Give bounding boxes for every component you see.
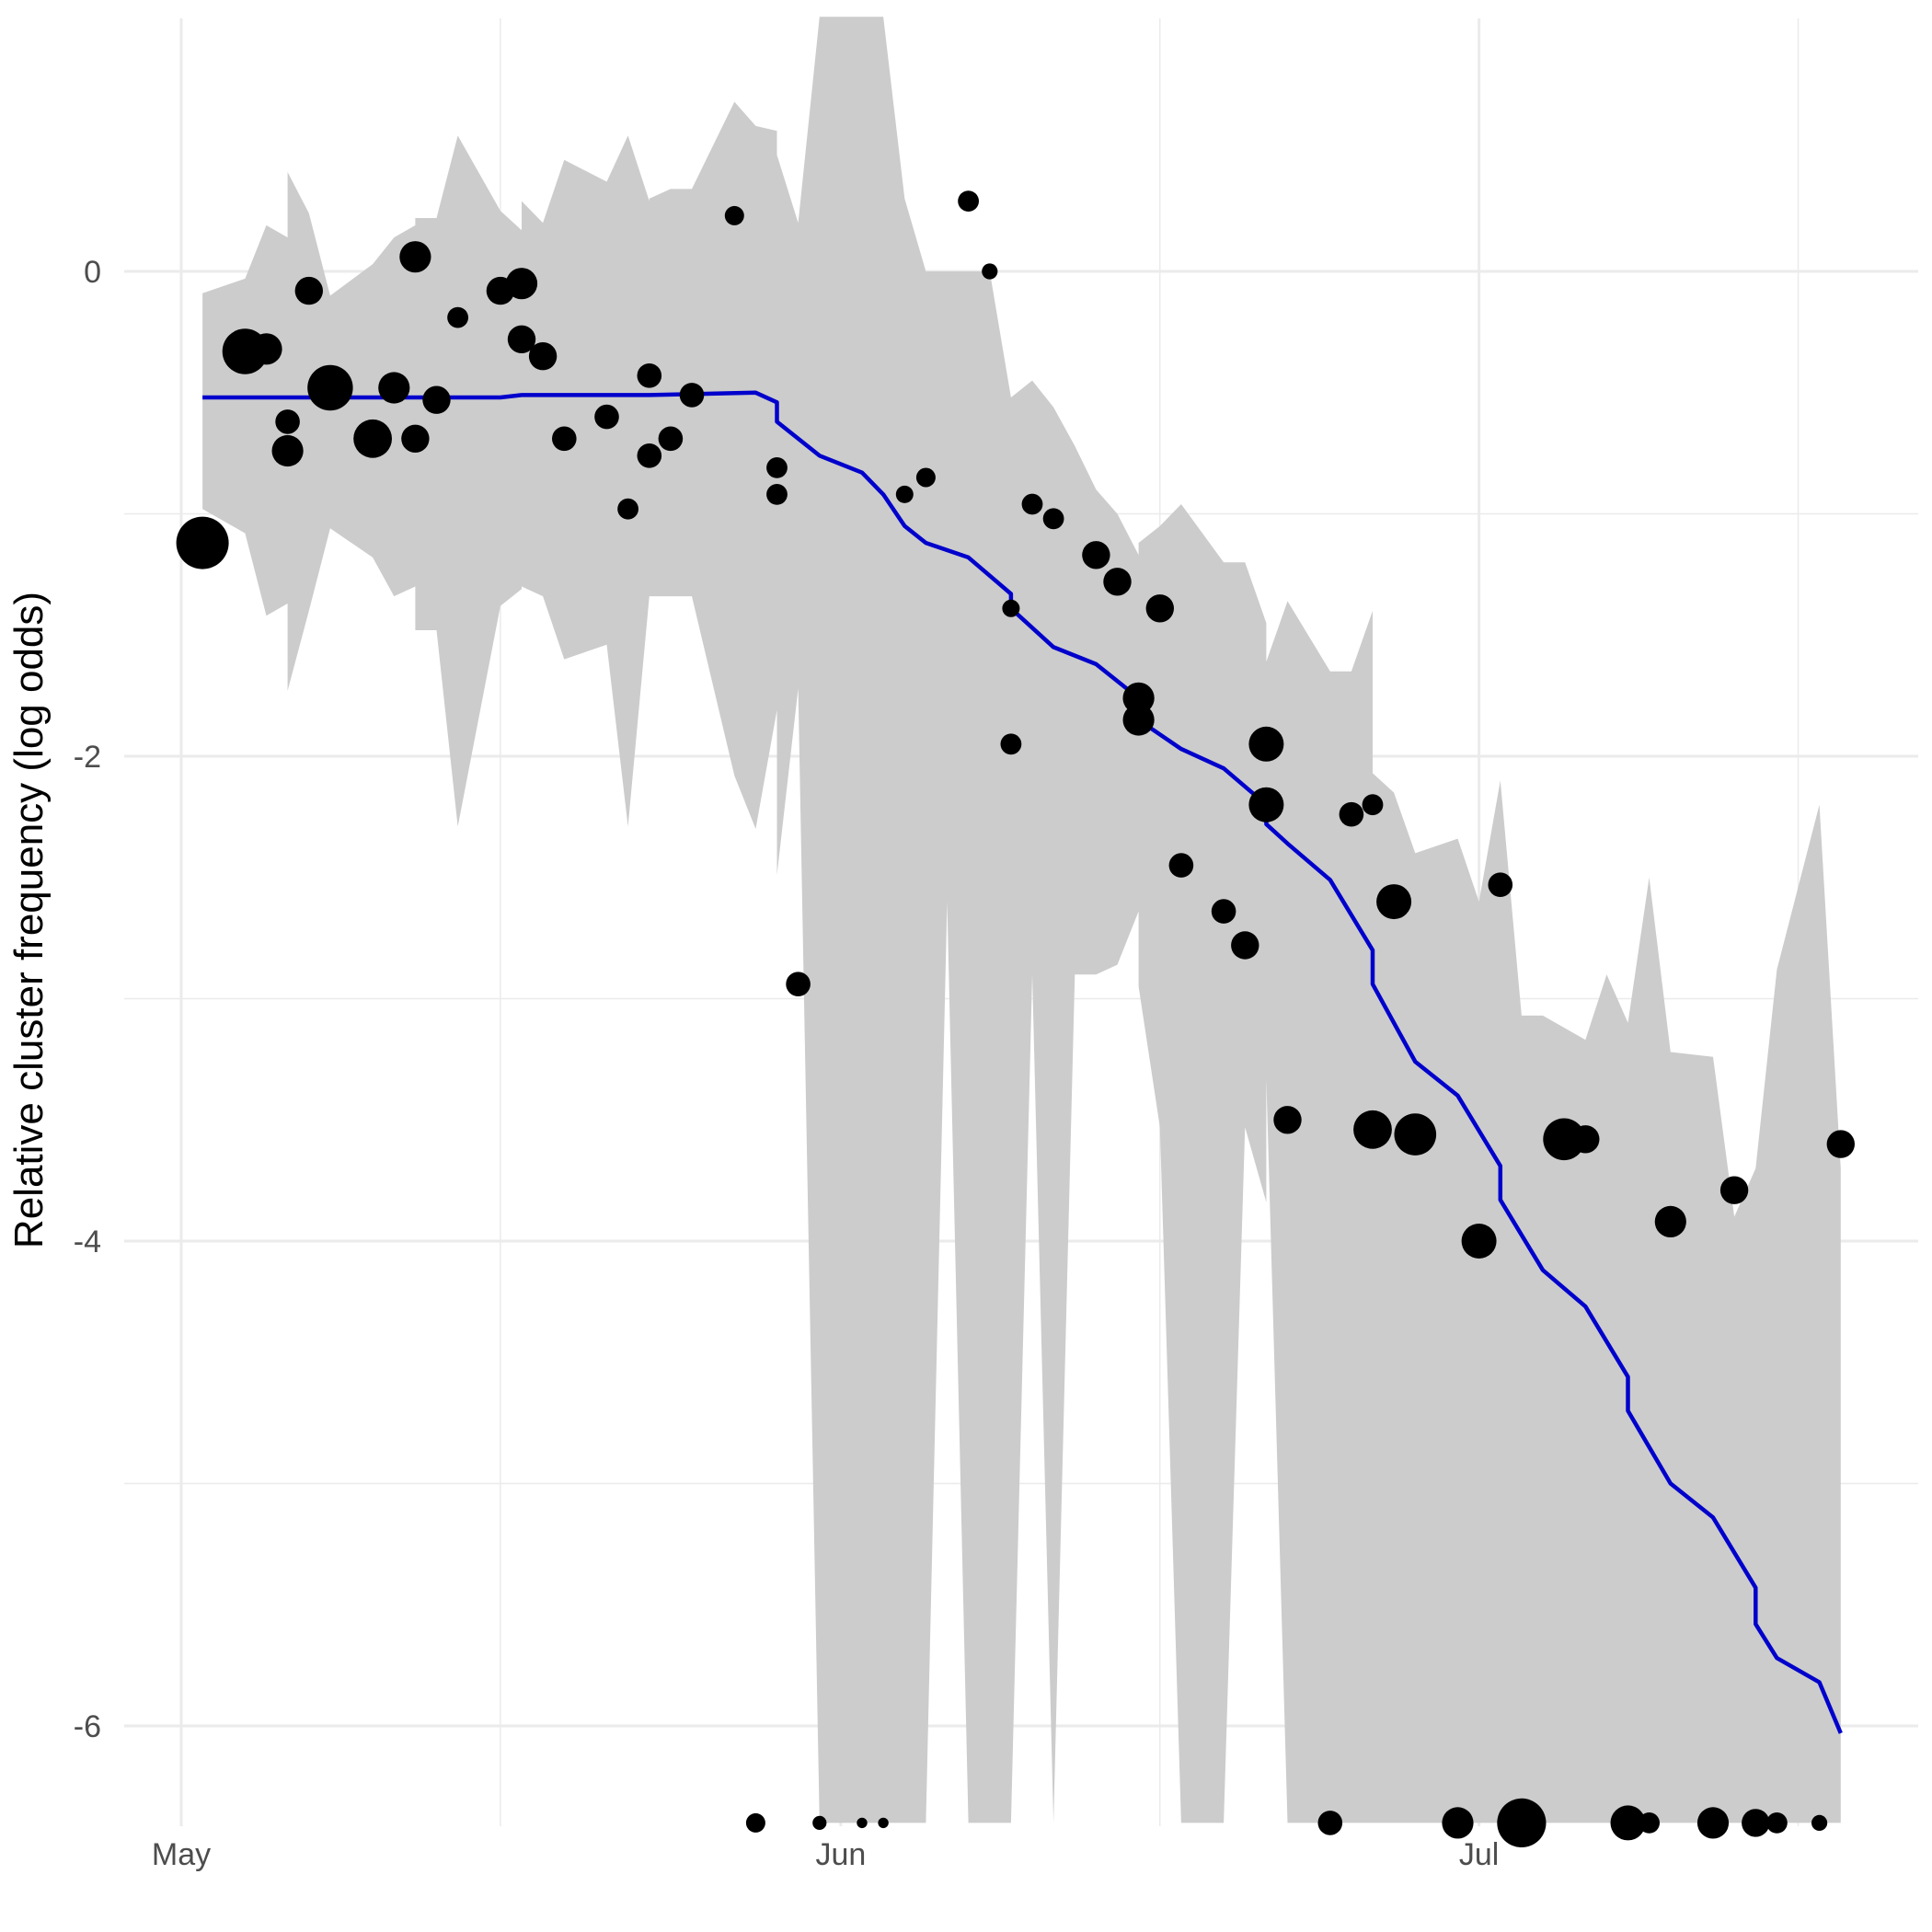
data-point [1719,1176,1749,1204]
data-point [399,241,431,273]
data-point [507,325,536,353]
data-point [895,485,914,503]
data-point [447,306,468,328]
data-point [1317,1811,1343,1835]
data-point [1145,594,1175,623]
data-point [1766,1812,1788,1834]
data-point [617,498,638,520]
data-point [1497,1798,1547,1847]
points-layer [176,190,1856,1847]
x-tick-label: Jul [1459,1837,1499,1872]
data-point [1543,1118,1585,1161]
x-tick-label: Jun [815,1837,866,1872]
data-point [1488,872,1513,897]
data-point [505,268,538,300]
data-point [1742,1809,1770,1837]
data-point [271,434,304,467]
data-point [1002,599,1020,617]
x-tick-label: May [152,1837,211,1872]
data-point [594,404,619,430]
data-point [958,190,979,213]
y-tick-label: -2 [74,740,101,775]
data-point [915,467,936,488]
data-point [1211,899,1236,924]
data-point [1231,931,1259,960]
data-point [1273,1106,1302,1134]
data-point [878,1817,889,1829]
data-point [1248,787,1284,822]
data-point [1122,704,1155,736]
trend-line-layer [202,390,1843,1734]
data-point [1082,541,1110,569]
data-point [1021,493,1043,515]
data-point [1654,1205,1686,1237]
data-point [275,409,300,434]
data-point [378,372,410,404]
data-point [1042,508,1064,530]
data-point [1376,884,1412,920]
confidence-ribbon-layer [202,17,1841,1823]
data-point [422,385,451,414]
data-point [1122,682,1155,714]
data-point [307,364,353,411]
data-point [401,424,430,453]
data-point [1362,794,1384,816]
data-point [552,426,577,452]
data-point [1248,726,1284,762]
data-point [637,443,662,468]
data-point [1168,853,1194,878]
data-point [637,363,662,388]
data-point [766,484,788,505]
data-point [1000,733,1022,755]
data-point [766,457,788,478]
x-tick-labels: May Jun Jul [152,1837,1499,1872]
data-point [176,516,229,569]
trend-line [202,390,1843,1734]
data-point [724,205,744,225]
data-point [528,342,558,371]
data-point [1639,1812,1660,1834]
data-point [1571,1125,1600,1154]
y-tick-label: -6 [74,1709,101,1744]
data-point [1610,1805,1646,1841]
data-point [786,972,811,996]
data-point [812,1815,827,1830]
data-point [1339,801,1364,827]
data-point [1394,1113,1437,1156]
data-point [250,333,282,365]
data-point [857,1817,868,1829]
y-tick-label: -4 [74,1225,101,1259]
data-point [1442,1807,1474,1839]
data-point [1826,1130,1856,1158]
data-point [1461,1224,1497,1259]
data-point [1103,568,1132,596]
data-point [1353,1110,1392,1149]
data-point [294,276,323,305]
confidence-ribbon [202,17,1841,1823]
y-tick-labels: 0 -2 -4 -6 [74,255,101,1744]
y-tick-label: 0 [84,255,101,290]
data-point [353,419,392,458]
data-point [658,426,684,452]
data-point [679,383,705,408]
data-point [982,263,998,280]
data-point [1696,1807,1730,1839]
data-point [1811,1814,1828,1831]
data-point [745,1812,765,1833]
y-axis-title: Relative cluster frequency (log odds) [6,592,52,1248]
